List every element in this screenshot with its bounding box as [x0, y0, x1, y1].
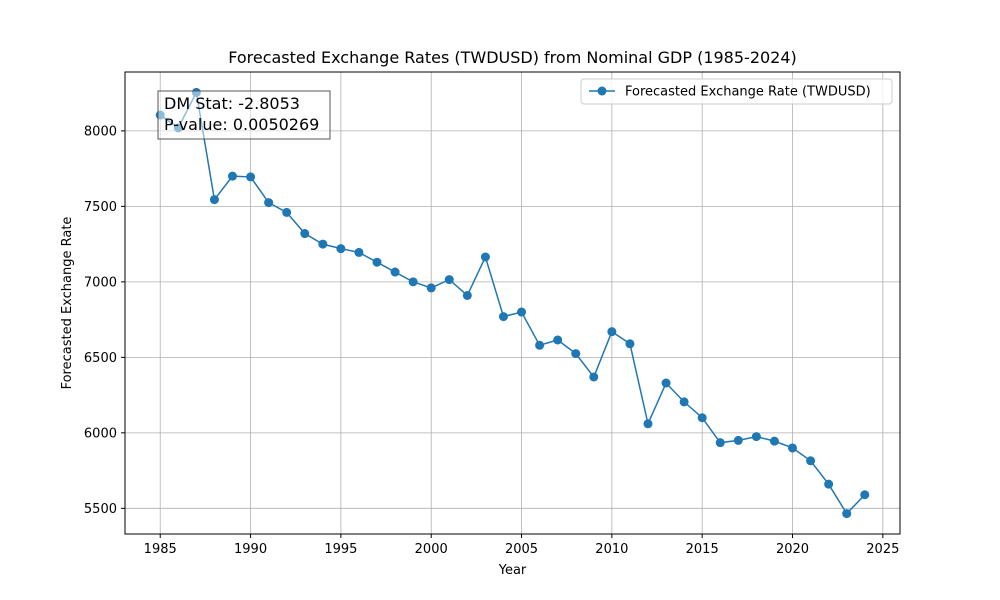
- x-axis-label: Year: [498, 563, 527, 578]
- data-point: [462, 290, 472, 300]
- plot-frame: [124, 71, 901, 535]
- data-point: [408, 277, 418, 287]
- x-tick-label: 2020: [776, 542, 809, 557]
- x-tick-label: 1995: [324, 542, 357, 557]
- data-point: [480, 252, 490, 262]
- x-tick-label: 1990: [234, 542, 267, 557]
- x-tick-label: 2015: [686, 542, 719, 557]
- data-point: [842, 509, 852, 519]
- data-point: [697, 413, 707, 423]
- y-tick-label: 7500: [84, 200, 117, 215]
- data-point: [751, 432, 761, 442]
- stats-annotation: DM Stat: -2.8053 P-value: 0.0050269: [157, 90, 331, 140]
- legend-marker-swatch: [597, 86, 607, 96]
- data-point: [517, 307, 527, 317]
- data-point: [264, 198, 274, 208]
- data-point: [806, 456, 816, 466]
- data-point: [444, 275, 454, 285]
- data-point: [589, 372, 599, 382]
- x-tick-label: 2025: [866, 542, 899, 557]
- dm-stat-text: DM Stat: -2.8053: [164, 94, 300, 113]
- data-point: [426, 283, 436, 293]
- x-tick-label: 2010: [595, 542, 628, 557]
- p-value-text: P-value: 0.0050269: [164, 115, 319, 134]
- data-point: [372, 257, 382, 267]
- y-tick-label: 8000: [84, 124, 117, 139]
- data-point: [661, 378, 671, 388]
- legend-box: [580, 78, 893, 105]
- legend-label: Forecasted Exchange Rate (TWDUSD): [625, 85, 871, 100]
- stats-annotation-box: [157, 90, 331, 140]
- data-point: [318, 239, 328, 249]
- data-point: [282, 207, 292, 217]
- data-point: [535, 340, 545, 350]
- data-point: [571, 349, 581, 359]
- data-point: [679, 397, 689, 407]
- ticks: 1985 1990 1995 2000 2005 2010 2015 2020 2025 5500…: [84, 124, 899, 557]
- legend: Forecasted Exchange Rate (TWDUSD): [580, 78, 893, 105]
- data-point: [354, 247, 364, 257]
- grid: [125, 72, 900, 534]
- chart-title: Forecasted Exchange Rates (TWDUSD) from …: [228, 48, 797, 67]
- data-point: [715, 438, 725, 448]
- y-axis-label: Forecasted Exchange Rate: [60, 217, 75, 390]
- series-line: [159, 90, 866, 515]
- data-point: [553, 335, 563, 345]
- data-point: [209, 195, 219, 205]
- y-tick-label: 6500: [84, 351, 117, 366]
- data-point: [607, 327, 617, 337]
- data-point: [788, 443, 798, 453]
- data-point: [824, 479, 834, 489]
- x-tick-label: 2000: [415, 542, 448, 557]
- data-point: [643, 419, 653, 429]
- series-layer: [155, 87, 870, 519]
- data-point: [300, 229, 310, 239]
- x-tick-label: 2005: [505, 542, 538, 557]
- data-point: [625, 339, 635, 349]
- data-point: [336, 244, 346, 254]
- y-tick-label: 7000: [84, 275, 117, 290]
- data-point: [246, 172, 256, 182]
- data-point: [769, 436, 779, 446]
- y-tick-label: 5500: [84, 502, 117, 517]
- data-point: [860, 490, 870, 500]
- data-point: [227, 171, 237, 181]
- data-point: [390, 267, 400, 277]
- y-tick-label: 6000: [84, 426, 117, 441]
- x-tick-label: 1985: [144, 542, 177, 557]
- data-point: [733, 435, 743, 445]
- data-point: [498, 312, 508, 322]
